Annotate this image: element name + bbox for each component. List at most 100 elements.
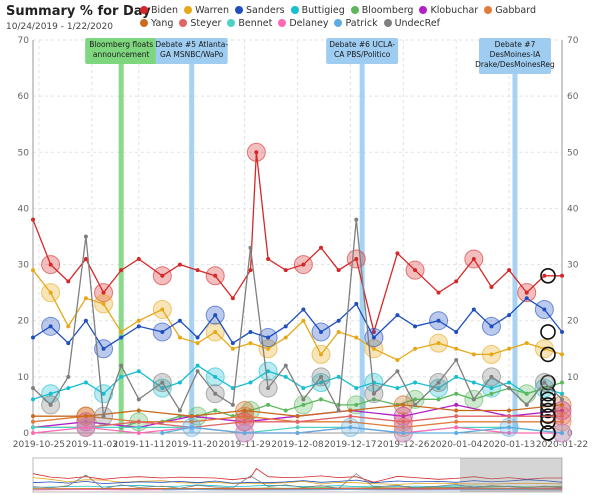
data-point xyxy=(371,380,376,385)
legend-item[interactable]: Klobuchar xyxy=(419,4,478,17)
poll-bubble xyxy=(534,339,554,359)
event-label: Debate #7 xyxy=(495,40,536,49)
data-point xyxy=(471,397,476,402)
x-tick-label: 2019-11-11 xyxy=(113,440,165,450)
data-point xyxy=(177,414,182,419)
data-point xyxy=(560,397,564,402)
poll-bubble xyxy=(364,384,384,404)
data-point xyxy=(560,329,564,334)
data-point xyxy=(213,313,218,318)
data-point xyxy=(160,273,165,278)
data-point xyxy=(31,419,35,424)
poll-bubble xyxy=(346,395,366,415)
data-point xyxy=(213,273,218,278)
data-point xyxy=(177,335,182,340)
data-point xyxy=(248,341,253,346)
data-point xyxy=(177,262,182,267)
data-point xyxy=(413,380,418,385)
data-point xyxy=(348,414,353,419)
latest-value-ring xyxy=(540,408,556,424)
data-point xyxy=(283,363,288,368)
data-point xyxy=(454,408,459,413)
data-point xyxy=(248,268,253,273)
legend-item[interactable]: Delaney xyxy=(278,17,328,30)
data-point xyxy=(336,318,341,323)
data-point xyxy=(507,414,512,419)
poll-bubble xyxy=(517,283,537,303)
latest-value-ring xyxy=(540,374,556,391)
series-line xyxy=(32,269,563,361)
legend-item[interactable]: Bloomberg xyxy=(350,4,413,17)
data-point xyxy=(454,279,459,284)
x-tick-label: 2019-12-26 xyxy=(377,440,430,450)
poll-bubble xyxy=(346,249,366,269)
data-point xyxy=(242,419,247,424)
data-point xyxy=(354,301,359,306)
y-tick-label: 40 xyxy=(18,204,30,214)
legend-item[interactable]: Yang xyxy=(140,17,173,30)
poll-bubble xyxy=(94,384,114,404)
legend-item[interactable]: Gabbard xyxy=(484,4,536,17)
data-point xyxy=(454,431,459,435)
event-label-box xyxy=(85,38,158,64)
poll-bubble xyxy=(205,266,225,286)
latest-value-ring xyxy=(540,425,556,441)
data-point xyxy=(348,408,353,413)
data-point xyxy=(230,346,235,351)
data-point xyxy=(436,290,441,295)
data-point xyxy=(48,324,53,329)
data-point xyxy=(507,431,512,435)
legend-item[interactable]: UndecRef xyxy=(383,17,440,30)
data-point xyxy=(401,402,406,407)
data-point xyxy=(119,425,124,430)
y-tick-label-right: 60 xyxy=(567,92,579,102)
data-point xyxy=(524,296,529,301)
data-point xyxy=(354,402,359,407)
event-label: announcement xyxy=(93,50,150,59)
data-point xyxy=(195,341,200,346)
navigator-frame xyxy=(32,457,563,493)
navigator-series xyxy=(32,477,563,485)
legend-item[interactable]: Warren xyxy=(184,4,229,17)
legend-item[interactable]: Buttigieg xyxy=(290,4,345,17)
data-point xyxy=(489,374,494,379)
data-point xyxy=(413,346,418,351)
legend-item[interactable]: Steyer xyxy=(179,17,221,30)
latest-value-ring xyxy=(540,385,556,402)
data-point xyxy=(413,324,418,329)
data-point xyxy=(489,285,494,290)
poll-bubble xyxy=(205,322,225,342)
legend-item[interactable]: Sanders xyxy=(234,4,285,17)
data-point xyxy=(560,402,564,407)
poll-bubble xyxy=(429,372,449,392)
poll-bubble xyxy=(152,322,172,342)
data-point xyxy=(507,380,512,385)
legend-item[interactable]: Biden xyxy=(140,4,178,17)
legend-label: Warren xyxy=(195,5,229,16)
latest-value-ring xyxy=(540,397,556,413)
data-point xyxy=(395,313,400,318)
data-point xyxy=(413,402,418,407)
poll-bubble xyxy=(481,316,501,336)
data-point xyxy=(266,346,271,351)
event-marker-line xyxy=(189,60,195,433)
data-point xyxy=(283,268,288,273)
data-point xyxy=(295,419,300,424)
data-point xyxy=(507,425,512,430)
data-point xyxy=(136,419,141,424)
legend-item[interactable]: Bennet xyxy=(227,17,272,30)
data-point xyxy=(319,352,324,357)
poll-bubble xyxy=(429,333,449,353)
data-point xyxy=(295,425,300,430)
latest-value-ring xyxy=(540,346,556,363)
poll-bubble xyxy=(293,395,313,415)
legend-item[interactable]: Patrick xyxy=(334,17,378,30)
data-point xyxy=(489,352,494,357)
data-point xyxy=(336,268,341,273)
data-point xyxy=(136,425,141,430)
x-tick-label: 2019-12-08 xyxy=(271,440,324,450)
event-label: Debate #6 UCLA- xyxy=(329,40,395,49)
data-point xyxy=(160,386,165,391)
